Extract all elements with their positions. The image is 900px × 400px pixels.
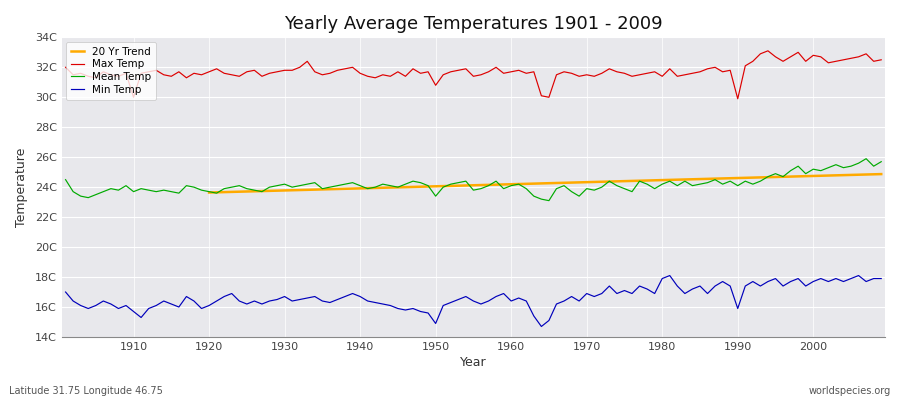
Min Temp <box>60 290 71 294</box>
Line: Max Temp: Max Temp <box>66 51 881 99</box>
Max Temp <box>332 68 343 73</box>
Mean Temp <box>544 198 554 203</box>
Mean Temp <box>860 156 871 161</box>
Mean Temp <box>604 179 615 184</box>
Min Temp <box>536 324 547 329</box>
Text: worldspecies.org: worldspecies.org <box>809 386 891 396</box>
Min Temp <box>499 291 509 296</box>
Max Temp <box>287 68 298 73</box>
Mean Temp <box>506 183 517 188</box>
Line: Mean Temp: Mean Temp <box>66 159 881 201</box>
Mean Temp <box>499 186 509 191</box>
Min Temp <box>664 273 675 278</box>
Y-axis label: Temperature: Temperature <box>15 148 28 227</box>
Max Temp <box>762 48 773 53</box>
Min Temp <box>121 303 131 308</box>
Mean Temp <box>332 183 343 188</box>
Line: Min Temp: Min Temp <box>66 276 881 326</box>
Mean Temp <box>60 177 71 182</box>
Mean Temp <box>287 185 298 190</box>
Max Temp <box>60 65 71 70</box>
Text: Latitude 31.75 Longitude 46.75: Latitude 31.75 Longitude 46.75 <box>9 386 163 396</box>
Mean Temp <box>121 183 131 188</box>
Min Temp <box>604 284 615 288</box>
Max Temp <box>506 69 517 74</box>
Max Temp <box>733 96 743 101</box>
Min Temp <box>332 297 343 302</box>
Max Temp <box>876 58 886 62</box>
Title: Yearly Average Temperatures 1901 - 2009: Yearly Average Temperatures 1901 - 2009 <box>284 15 662 33</box>
Max Temp <box>121 71 131 76</box>
Mean Temp <box>876 159 886 164</box>
Legend: 20 Yr Trend, Max Temp, Mean Temp, Min Temp: 20 Yr Trend, Max Temp, Mean Temp, Min Te… <box>66 42 157 100</box>
Min Temp <box>287 299 298 304</box>
X-axis label: Year: Year <box>460 356 487 369</box>
Max Temp <box>499 71 509 76</box>
Min Temp <box>506 299 517 304</box>
Min Temp <box>876 276 886 281</box>
Max Temp <box>597 71 608 76</box>
